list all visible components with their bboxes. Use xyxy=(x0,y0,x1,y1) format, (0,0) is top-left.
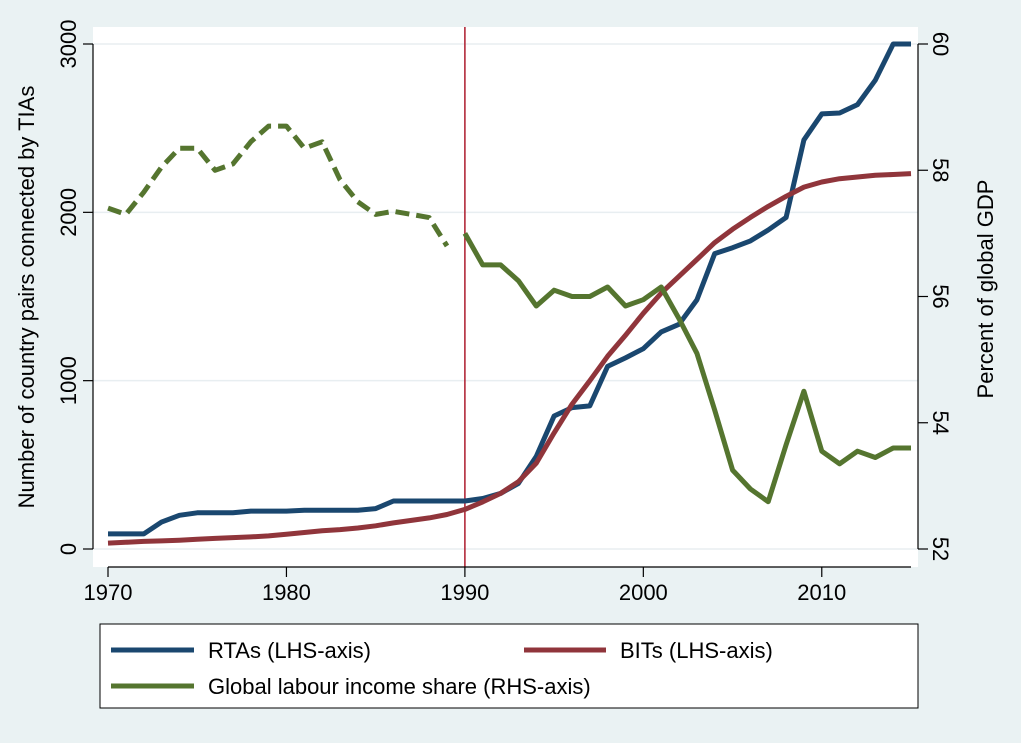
legend-label-labour-share: Global labour income share (RHS-axis) xyxy=(208,674,591,699)
x-tick-label-1990: 1990 xyxy=(440,580,489,605)
axes: 0 1000 2000 3000 52 54 56 58 60 1970 1980 1990 2000 2… xyxy=(56,20,953,605)
legend-label-rtas: RTAs (LHS-axis) xyxy=(208,638,371,663)
series-global-labour-income-share-rhs-axis-segment-solid xyxy=(462,232,911,505)
legend-box xyxy=(99,623,919,709)
x-tick-label-2010: 2010 xyxy=(797,580,846,605)
y-right-tick-label-56: 56 xyxy=(928,284,953,308)
x-tick-label-1980: 1980 xyxy=(262,580,311,605)
y-left-tick-label-3000: 3000 xyxy=(56,20,81,69)
series-bits-lhs-axis-line xyxy=(107,171,912,546)
legend-label-bits: BITs (LHS-axis) xyxy=(620,638,773,663)
x-tick-label-2000: 2000 xyxy=(619,580,668,605)
y-axis-left-label: Number of country pairs connected by TIA… xyxy=(14,86,39,509)
series-layer xyxy=(107,27,912,567)
grid xyxy=(93,43,918,550)
y-right-tick-label-60: 60 xyxy=(928,32,953,56)
y-right-tick-label-52: 52 xyxy=(928,537,953,561)
y-right-tick-label-58: 58 xyxy=(928,158,953,182)
legend: RTAs (LHS-axis) BITs (LHS-axis) Global l… xyxy=(99,623,919,709)
y-right-tick-label-54: 54 xyxy=(928,411,953,435)
y-left-tick-label-0: 0 xyxy=(56,543,81,555)
y-left-tick-label-2000: 2000 xyxy=(56,188,81,237)
plot-area xyxy=(93,27,918,567)
x-tick-label-1970: 1970 xyxy=(84,580,133,605)
y-axis-right-label: Percent of global GDP xyxy=(973,180,998,399)
y-left-tick-label-1000: 1000 xyxy=(56,356,81,405)
